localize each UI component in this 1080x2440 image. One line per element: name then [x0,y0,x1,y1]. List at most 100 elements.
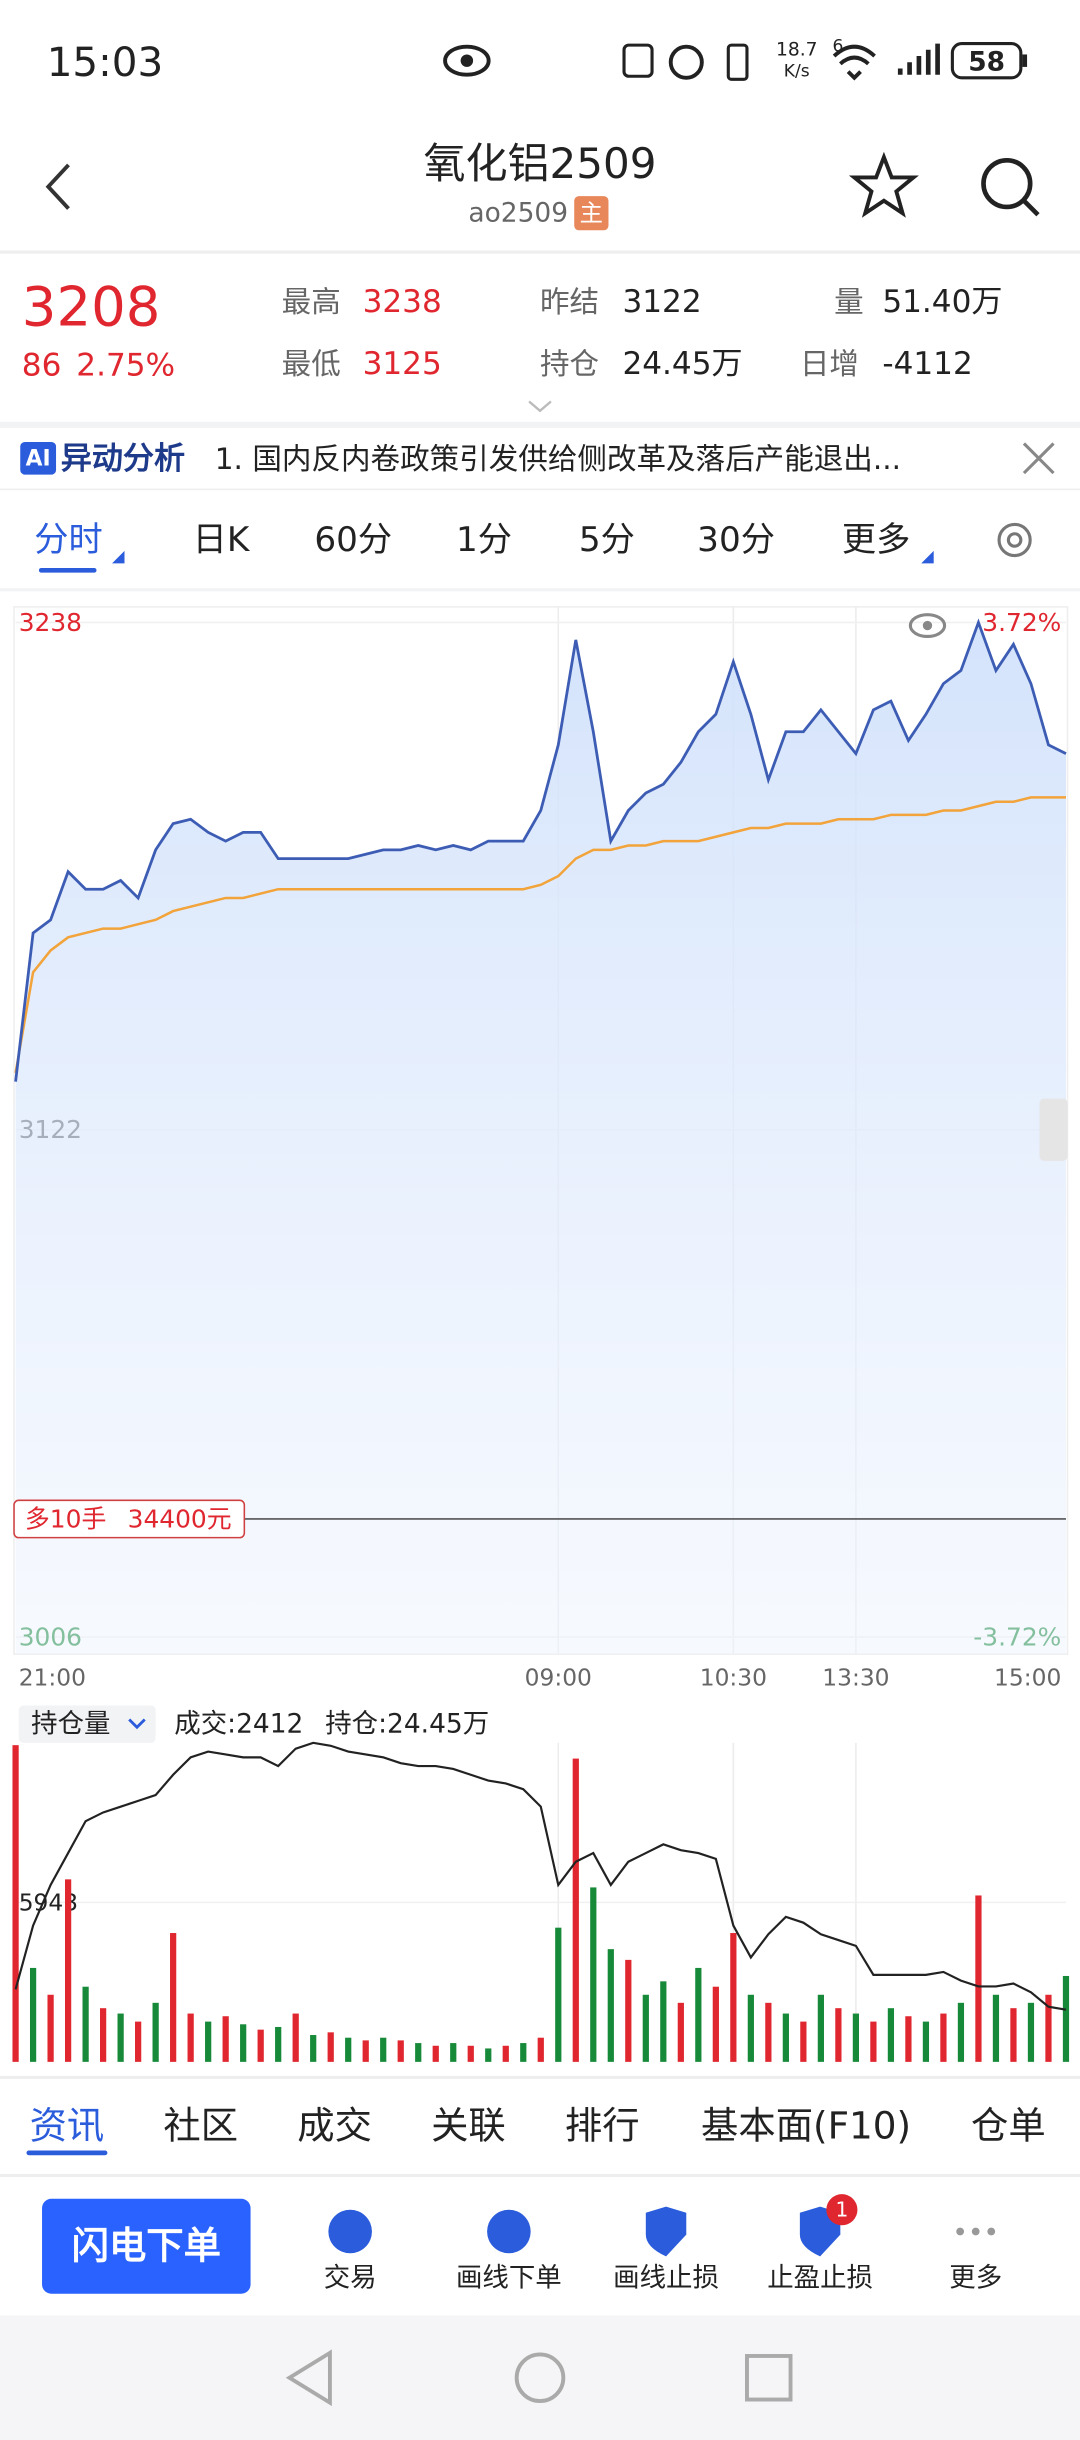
volume-bar [940,2013,947,2062]
action-label[interactable]: 交易 [324,2263,377,2294]
volume-bar [415,2043,422,2062]
change: 86 [22,348,62,384]
y-tick-label: 3238 [19,608,82,637]
volume-bar [747,1994,754,2062]
ai-text[interactable]: 1. 国内反内卷政策引发供给侧改革及落后产能退出... [215,442,901,476]
chart-tab[interactable]: 更多 [842,520,910,560]
vol: 51.40万 [882,284,1002,320]
tab-underline [38,567,97,573]
volume-bar [292,2013,299,2062]
info-tab[interactable]: 关联 [431,2104,506,2148]
info-tab[interactable]: 排行 [565,2104,640,2148]
action-label[interactable]: 更多 [949,2263,1002,2294]
nfc-icon [622,43,654,78]
info-tab[interactable]: 成交 [297,2104,372,2148]
volume-bar [485,2048,492,2062]
indicator-selector[interactable] [18,1705,156,1743]
volume-bar [975,1895,982,2062]
action-icon[interactable] [645,2206,687,2257]
toggle-eye-pupil [922,620,933,631]
daily: -4112 [882,346,972,382]
expand-icon[interactable] [528,400,552,413]
x-tick-label: 15:00 [994,1664,1061,1692]
volume-bar [520,2043,527,2062]
volume-bar [12,1745,19,2062]
volume-bar [205,2021,212,2062]
low: 3125 [363,346,442,382]
volume-bar [240,2024,247,2062]
volume-bar [450,2043,457,2062]
action-label[interactable]: 画线止损 [613,2263,719,2294]
volume-bar [47,1994,54,2062]
volume-bar [642,1994,649,2062]
ai-title: 异动分析 [61,441,185,477]
volume-bar [677,2002,684,2062]
toggle-eye[interactable] [908,613,947,639]
nav-recent[interactable] [745,2354,793,2402]
action-icon[interactable] [487,2209,531,2254]
volume-bar [852,2013,860,2062]
action-icon[interactable] [328,2209,372,2254]
settings-button[interactable] [997,522,1032,558]
settings-icon [1006,532,1023,548]
volume-bar [187,2013,194,2062]
wifi-signal: 6 [833,37,844,57]
volume-bar [397,2040,404,2062]
turnover: 成交:2412 [174,1709,303,1740]
favorite-button[interactable] [848,151,919,218]
indicator-name[interactable]: 持仓量 [31,1709,110,1740]
search-button[interactable] [981,157,1033,210]
high: 3238 [363,284,442,320]
nav-home[interactable] [514,2352,566,2404]
chart-tab[interactable]: 1分 [456,520,512,560]
last-price: 3208 [22,275,161,339]
wifi-icon [832,44,876,81]
info-tab[interactable]: 基本面(F10) [701,2104,911,2148]
chart-tab[interactable]: 60分 [314,520,392,560]
volume-bar [362,2040,369,2062]
volume-bar [275,2026,282,2062]
volume-bar [1010,2008,1017,2062]
info-tab[interactable]: 仓单 [971,2104,1046,2148]
volume-bar [152,2002,159,2062]
volume-bar [695,1967,702,2062]
flash-order-button[interactable] [42,2198,251,2294]
action-label[interactable]: 止盈止损 [767,2263,873,2294]
chart-tab[interactable]: 分时 [34,520,102,560]
close-button[interactable] [1022,442,1055,475]
volume-bar [660,1981,667,2062]
chart-tab[interactable]: 日K [193,520,251,560]
tab-underline [26,2150,108,2156]
alarm-icon [668,44,704,80]
contract-code: ao2509 [468,198,568,229]
flash-order-text[interactable]: 闪电下单 [72,2223,221,2267]
nav-back[interactable] [285,2349,332,2407]
ai-badge-text: AI [26,447,51,472]
volume-bar [1062,1975,1070,2062]
side-handle[interactable] [1039,1098,1068,1161]
divider [0,421,1080,428]
more-dot [987,2227,996,2236]
info-tab[interactable]: 资讯 [30,2104,105,2148]
chart-tab[interactable]: 5分 [579,520,635,560]
position-amount: 34400元 [128,1504,232,1533]
volume-bar [730,1933,737,2062]
contract-title: 氧化铝2509 [424,139,657,188]
prev-label: 昨结 [540,285,599,319]
vol-label: 量 [834,285,864,319]
chart-tab[interactable]: 30分 [697,520,775,560]
change-pct: 2.75% [76,348,175,384]
action-label[interactable]: 画线下单 [456,2263,562,2294]
volume-bar [135,2021,142,2062]
volume-bar [555,1927,562,2062]
high-label: 最高 [282,285,341,319]
low-label: 最低 [282,347,341,381]
indicator-dropdown [128,1718,146,1730]
back-button[interactable] [45,163,70,210]
info-tab[interactable]: 社区 [163,2104,238,2148]
volume-bar [625,1959,632,2062]
open-interest: 持仓:24.45万 [325,1709,489,1740]
battery [950,42,1023,80]
volume-bar [100,2008,107,2062]
